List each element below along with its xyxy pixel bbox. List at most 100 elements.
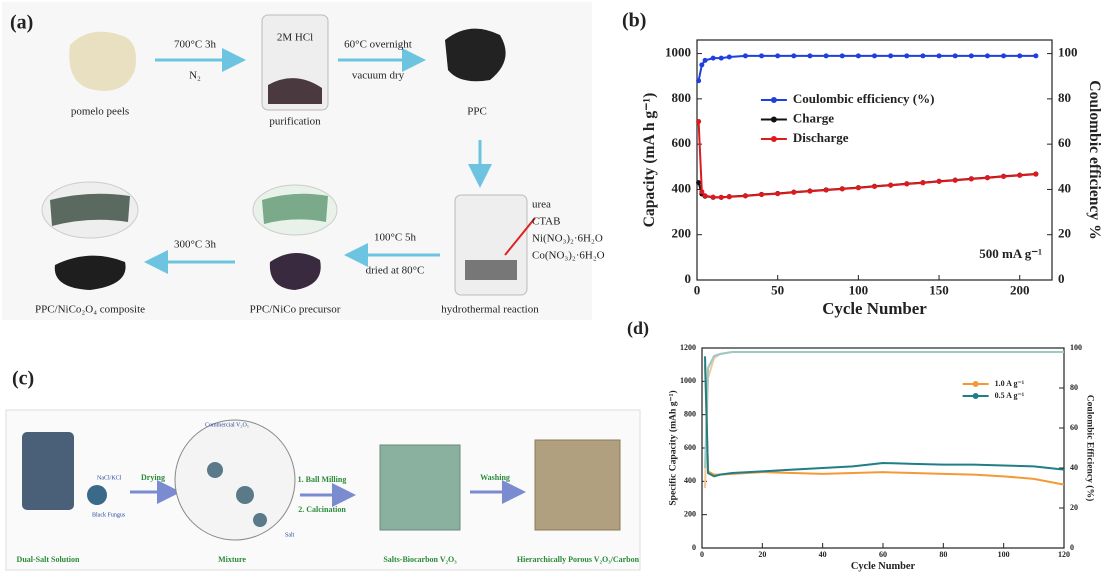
panel-label: (c) <box>12 368 34 390</box>
x-tick-label: 20 <box>758 550 766 559</box>
point <box>1033 53 1038 58</box>
point <box>1001 53 1006 58</box>
annotation: 500 mA g⁻¹ <box>979 246 1042 261</box>
step: 1. Ball Milling <box>298 475 347 484</box>
point <box>969 177 974 182</box>
x-axis-title: Cycle Number <box>822 299 927 318</box>
y-tick-label: 1000 <box>680 376 696 385</box>
point <box>920 53 925 58</box>
point <box>711 56 716 61</box>
condition: N₂ <box>189 70 201 82</box>
y-tick-label: 1200 <box>680 343 696 352</box>
beaker-label: 2M HCl <box>277 32 313 44</box>
condition: 60°C overnight <box>344 39 412 51</box>
condition: 100°C 5h <box>374 232 416 244</box>
y2-tick-label: 0 <box>1058 271 1065 286</box>
x-tick-label: 100 <box>998 550 1010 559</box>
y-tick-label: 400 <box>672 180 692 195</box>
condition: dried at 80°C <box>366 265 425 277</box>
caption: Salts-Biocarbon V₂O₃ <box>383 555 457 564</box>
point <box>727 54 732 59</box>
particle <box>207 462 223 478</box>
series-line <box>705 352 1064 468</box>
note: Black Fungus <box>92 512 126 518</box>
legend-marker <box>973 393 979 399</box>
step: Drying <box>141 473 165 482</box>
y-tick-label: 800 <box>672 90 692 105</box>
y2-tick-label: 0 <box>1070 543 1074 552</box>
point <box>703 58 708 63</box>
note: NaCl/KCl <box>97 475 122 481</box>
point <box>759 192 764 197</box>
ppc-image <box>445 29 506 82</box>
panel-a: (a) pomelo peels 700°C 3h N₂ 2M HCl puri… <box>2 2 605 320</box>
figure: (a) pomelo peels 700°C 3h N₂ 2M HCl puri… <box>0 0 1106 583</box>
y-tick-label: 600 <box>672 135 692 150</box>
point <box>719 195 724 200</box>
point <box>775 191 780 196</box>
point <box>953 53 958 58</box>
reagent: CTAB <box>532 216 560 228</box>
legend-label: Coulombic efficiency (%) <box>793 91 935 106</box>
plot-frame <box>697 40 1052 280</box>
caption: hydrothermal reaction <box>441 304 539 316</box>
caption: PPC/NiCo₂O₄ composite <box>35 304 145 316</box>
point <box>937 53 942 58</box>
point <box>699 189 704 194</box>
y2-tick-label: 100 <box>1058 45 1078 60</box>
zoom-image <box>262 194 328 224</box>
caption: Mixture <box>218 555 246 564</box>
point <box>953 178 958 183</box>
point <box>1033 172 1038 177</box>
condition: 700°C 3h <box>174 39 216 51</box>
point <box>904 53 909 58</box>
caption: PPC <box>467 106 487 118</box>
y2-tick-label: 60 <box>1058 135 1071 150</box>
point <box>791 190 796 195</box>
legend-marker <box>771 97 777 103</box>
series-line <box>699 56 1036 81</box>
y-tick-label: 1000 <box>665 45 691 60</box>
x-tick-label: 40 <box>819 550 827 559</box>
point <box>807 189 812 194</box>
point <box>985 53 990 58</box>
y-tick-label: 600 <box>684 443 696 452</box>
panel-c: (c) NaCl/KCl Black Fungus Dual-Salt Solu… <box>6 368 640 570</box>
legend-marker <box>973 381 979 387</box>
x-tick-label: 120 <box>1058 550 1070 559</box>
step: 2. Calcination <box>298 505 346 514</box>
y-tick-label: 200 <box>672 226 692 241</box>
y2-tick-label: 80 <box>1070 383 1078 392</box>
y2-tick-label: 20 <box>1058 226 1071 241</box>
caption: Hierarchically Porous V₂O₃/Carbon <box>517 555 640 564</box>
sample <box>465 260 517 280</box>
reagent: urea <box>532 199 551 211</box>
point <box>696 78 701 83</box>
y-axis-title: Specific Capacity (mAh g⁻¹) <box>667 390 678 505</box>
y-tick-label: 0 <box>692 543 696 552</box>
legend-label: 0.5 A g⁻¹ <box>995 391 1025 400</box>
y2-tick-label: 20 <box>1070 503 1078 512</box>
x-tick-label: 0 <box>694 283 701 298</box>
x-tick-label: 100 <box>849 283 869 298</box>
y2-tick-label: 40 <box>1058 180 1071 195</box>
point <box>1017 53 1022 58</box>
point <box>824 188 829 193</box>
point <box>743 194 748 199</box>
reagent: Ni(NO₃)₂·6H₂O <box>532 233 603 245</box>
legend-marker <box>771 136 777 142</box>
pomelo-image <box>69 32 136 91</box>
beaker <box>22 432 74 510</box>
reagent: Co(NO₃)₂·6H₂O <box>532 250 605 262</box>
fungus <box>87 485 107 505</box>
point <box>985 175 990 180</box>
y-axis-title: Capacity (mA h g⁻¹) <box>641 93 658 228</box>
point <box>807 53 812 58</box>
point <box>1017 173 1022 178</box>
point <box>711 195 716 200</box>
y2-axis-title: Coulombic Efficiency (%) <box>1084 395 1095 502</box>
point <box>775 53 780 58</box>
point <box>791 53 796 58</box>
x-tick-label: 200 <box>1010 283 1030 298</box>
point <box>699 62 704 67</box>
